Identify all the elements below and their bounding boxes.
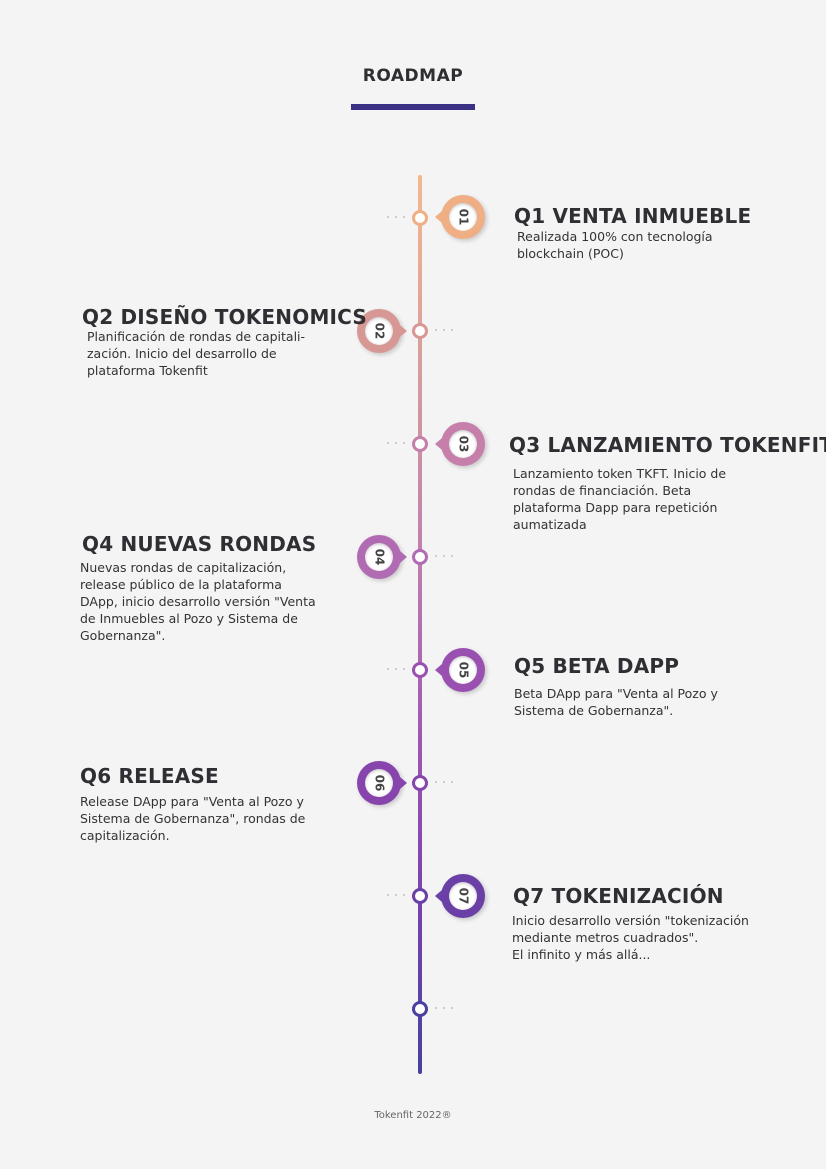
description-line: plataforma Dapp para repetición [513,500,718,515]
milestone-description-q2: Planificación de rondas de capitali- zac… [87,328,337,379]
description-line: DApp, inicio desarrollo versión "Venta [80,594,316,609]
timeline-node-02 [412,323,428,339]
description-line: blockchain (POC) [517,246,624,261]
description-line: Release DApp para "Venta al Pozo y [80,794,304,809]
connector-dots [432,781,458,783]
step-badge-07: 07 [435,874,485,918]
description-line: Planificación de rondas de capitali- [87,329,306,344]
badge-center: 02 [365,317,393,345]
step-badge-02: 02 [357,309,407,353]
description-line: de Inmuebles al Pozo y Sistema de [80,611,298,626]
description-line: zación. Inicio del desarrollo de [87,346,277,361]
step-number: 07 [455,887,470,905]
milestone-heading-q1: Q1 VENTA INMUEBLE [514,204,752,228]
badge-center: 06 [365,769,393,797]
timeline-node-07 [412,888,428,904]
badge-pointer [400,551,407,563]
connector-dots [384,894,410,896]
connector-dots [432,329,458,331]
step-badge-01: 01 [435,195,485,239]
milestone-description-q1: Realizada 100% con tecnología blockchain… [517,228,767,262]
badge-center: 04 [365,543,393,571]
page-title: ROADMAP [362,66,464,86]
timeline-node-06 [412,775,428,791]
timeline-node-05 [412,662,428,678]
description-line: rondas de financiación. Beta [513,483,692,498]
timeline-node-03 [412,436,428,452]
connector-dots [384,442,410,444]
timeline-node-01 [412,210,428,226]
description-line: Sistema de Gobernanza", rondas de [80,811,306,826]
connector-dots [432,555,458,557]
badge-center: 05 [449,656,477,684]
footer-credit: Tokenfit 2022® [374,1110,452,1121]
badge-pointer [400,777,407,789]
step-number: 06 [371,774,386,792]
step-number: 02 [371,322,386,340]
milestone-heading-q3: Q3 LANZAMIENTO TOKENFIT [509,433,826,457]
description-line: Beta DApp para "Venta al Pozo y [514,686,718,701]
timeline-node-end [412,1001,428,1017]
badge-center: 03 [449,430,477,458]
step-number: 04 [371,548,386,566]
milestone-heading-q2: Q2 DISEÑO TOKENOMICS [82,305,368,329]
badge-pointer [435,211,442,223]
title-underline [351,104,475,110]
step-badge-03: 03 [435,422,485,466]
step-number: 03 [455,435,470,453]
description-line: plataforma Tokenfit [87,363,208,378]
milestone-description-q3: Lanzamiento token TKFT. Inicio de rondas… [513,465,763,533]
milestone-description-q5: Beta DApp para "Venta al Pozo y Sistema … [514,685,764,719]
step-number: 05 [455,661,470,679]
description-line: Nuevas rondas de capitalización, [80,560,287,575]
description-line: release público de la plataforma [80,577,282,592]
step-badge-05: 05 [435,648,485,692]
badge-pointer [435,664,442,676]
description-line: Lanzamiento token TKFT. Inicio de [513,466,727,481]
description-line: Inicio desarrollo versión "tokenización [512,913,749,928]
connector-dots [384,668,410,670]
description-line: El infinito y más allá... [512,947,651,962]
milestone-description-q4: Nuevas rondas de capitalización, release… [80,559,330,644]
description-line: capitalización. [80,828,170,843]
step-badge-06: 06 [357,761,407,805]
description-line: Realizada 100% con tecnología [517,229,713,244]
connector-dots [432,1007,458,1009]
milestone-heading-q7: Q7 TOKENIZACIÓN [513,884,724,908]
milestone-heading-q6: Q6 RELEASE [80,764,219,788]
step-badge-04: 04 [357,535,407,579]
timeline-line [418,175,422,1074]
milestone-heading-q4: Q4 NUEVAS RONDAS [82,532,317,556]
badge-pointer [435,890,442,902]
badge-pointer [435,438,442,450]
badge-center: 01 [449,203,477,231]
badge-center: 07 [449,882,477,910]
step-number: 01 [455,208,470,226]
milestone-description-q6: Release DApp para "Venta al Pozo y Siste… [80,793,330,844]
milestone-description-q7: Inicio desarrollo versión "tokenización … [512,912,762,963]
connector-dots [384,216,410,218]
badge-pointer [400,325,407,337]
milestone-heading-q5: Q5 BETA DAPP [514,654,680,678]
description-line: Gobernanza". [80,628,166,643]
timeline-node-04 [412,549,428,565]
description-line: Sistema de Gobernanza". [514,703,674,718]
description-line: mediante metros cuadrados". [512,930,699,945]
description-line: aumatizada [513,517,587,532]
